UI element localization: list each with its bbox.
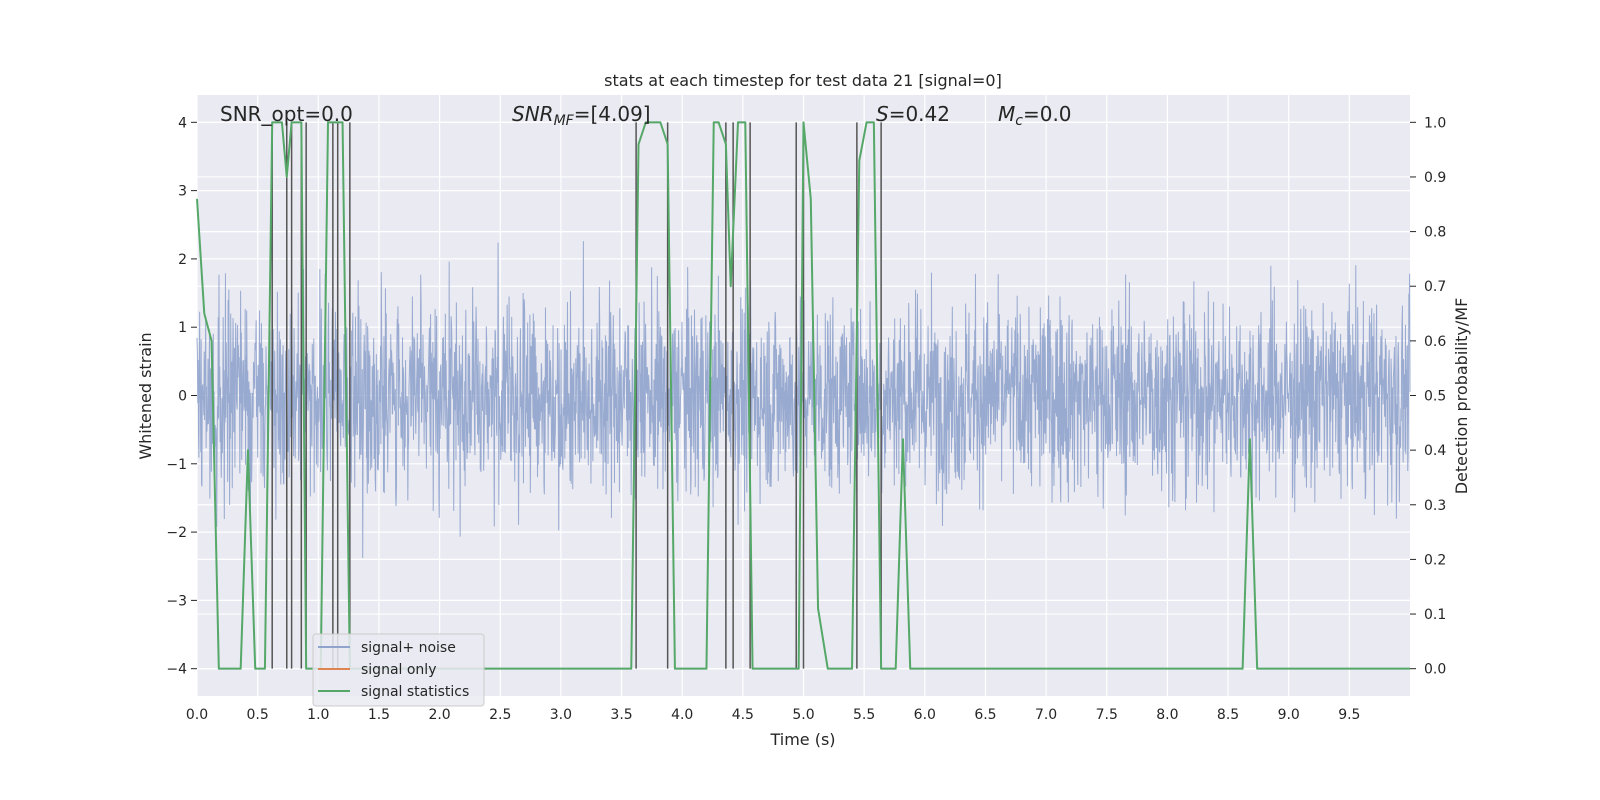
y-right-tick-label: 0.4 — [1424, 443, 1446, 459]
y-right-tick-label: 0.6 — [1424, 334, 1446, 350]
y-left-tick-label: −1 — [166, 457, 187, 473]
y-right-tick-label: 0.3 — [1424, 498, 1446, 514]
x-tick-labels: 0.0 0.5 1.0 1.5 2.0 2.5 3.0 3.5 4.0 4.5 5.0 5.5 6.0 6… — [186, 707, 1361, 723]
annotation-s-symbol: S — [876, 102, 889, 126]
annotation-snr-mf: SNRMF=[4.09] — [512, 102, 651, 129]
annotation-mc-symbol: M — [998, 102, 1015, 126]
chart-title: stats at each timestep for test data 21 … — [604, 71, 1002, 90]
x-tick-label: 3.0 — [550, 707, 572, 723]
y-left-tick-label: −2 — [166, 525, 187, 541]
annotation-s-value: =0.42 — [889, 102, 950, 126]
annotation-s: S=0.42 — [876, 102, 950, 126]
x-tick-label: 0.0 — [186, 707, 208, 723]
y-right-tick-label: 1.0 — [1424, 115, 1446, 131]
signal-statistics-line — [196, 121, 1410, 670]
signal-statistics-series — [196, 121, 1410, 670]
y-right-tick-label: 0.0 — [1424, 662, 1446, 678]
y-left-axis-label: Whitened strain — [136, 332, 155, 459]
x-tick-label: 7.5 — [1096, 707, 1118, 723]
x-tick-label: 4.5 — [732, 707, 754, 723]
annotation-snr-mf-symbol: SNR — [512, 102, 554, 126]
x-tick-label: 4.0 — [671, 707, 693, 723]
x-tick-label: 5.0 — [792, 707, 814, 723]
x-tick-label: 0.5 — [247, 707, 269, 723]
vertical-lines — [271, 122, 882, 669]
legend-label-signal-noise: signal+ noise — [361, 640, 456, 656]
annotation-mc-value: =0.0 — [1023, 102, 1072, 126]
x-tick-label: 2.0 — [428, 707, 450, 723]
y-right-axis-label: Detection probability/MF — [1452, 298, 1471, 495]
y-right-tick-label: 0.7 — [1424, 279, 1446, 295]
x-tick-label: 5.5 — [853, 707, 875, 723]
x-tick-label: 6.5 — [974, 707, 996, 723]
legend-label-signal-statistics: signal statistics — [361, 684, 469, 700]
y-right-tick-label: 0.2 — [1424, 552, 1446, 568]
y-left-tick-labels: −4 −3 −2 −1 0 1 2 3 4 — [166, 115, 197, 678]
x-tick-label: 3.5 — [610, 707, 632, 723]
legend: signal+ noise signal only signal statist… — [312, 633, 485, 707]
annotation-mc: Mc=0.0 — [998, 102, 1072, 129]
x-tick-label: 2.5 — [489, 707, 511, 723]
y-left-tick-label: 0 — [178, 389, 187, 405]
x-tick-label: 1.0 — [307, 707, 329, 723]
y-left-tick-label: 4 — [178, 115, 187, 131]
x-tick-label: 6.0 — [914, 707, 936, 723]
x-tick-label: 9.0 — [1278, 707, 1300, 723]
y-left-tick-label: 2 — [178, 252, 187, 268]
x-tick-label: 8.0 — [1156, 707, 1178, 723]
legend-box — [312, 633, 485, 707]
y-right-tick-label: 0.1 — [1424, 607, 1446, 623]
legend-label-signal-only: signal only — [361, 662, 436, 678]
annotation-snr-mf-value: =[4.09] — [574, 102, 651, 126]
x-tick-label: 7.0 — [1035, 707, 1057, 723]
annotation-snr-mf-sub: MF — [554, 113, 575, 129]
y-right-tick-label: 0.5 — [1424, 389, 1446, 405]
y-left-tick-label: −3 — [166, 593, 187, 609]
annotation-mc-sub: c — [1015, 113, 1023, 129]
y-left-tick-label: −4 — [166, 662, 187, 678]
annotation-snr-opt: SNR_opt=0.0 — [220, 102, 353, 126]
y-left-tick-label: 3 — [178, 184, 187, 200]
y-right-tick-labels: 0.0 0.1 0.2 0.3 0.4 0.5 0.6 0.7 0.8 0.9 1.0 — [1410, 115, 1446, 678]
x-tick-label: 8.5 — [1217, 707, 1239, 723]
x-axis-label: Time (s) — [769, 730, 835, 749]
y-left-tick-label: 1 — [178, 320, 187, 336]
x-tick-label: 1.5 — [368, 707, 390, 723]
y-right-tick-label: 0.9 — [1424, 170, 1446, 186]
y-right-tick-label: 0.8 — [1424, 225, 1446, 241]
x-tick-label: 9.5 — [1338, 707, 1360, 723]
